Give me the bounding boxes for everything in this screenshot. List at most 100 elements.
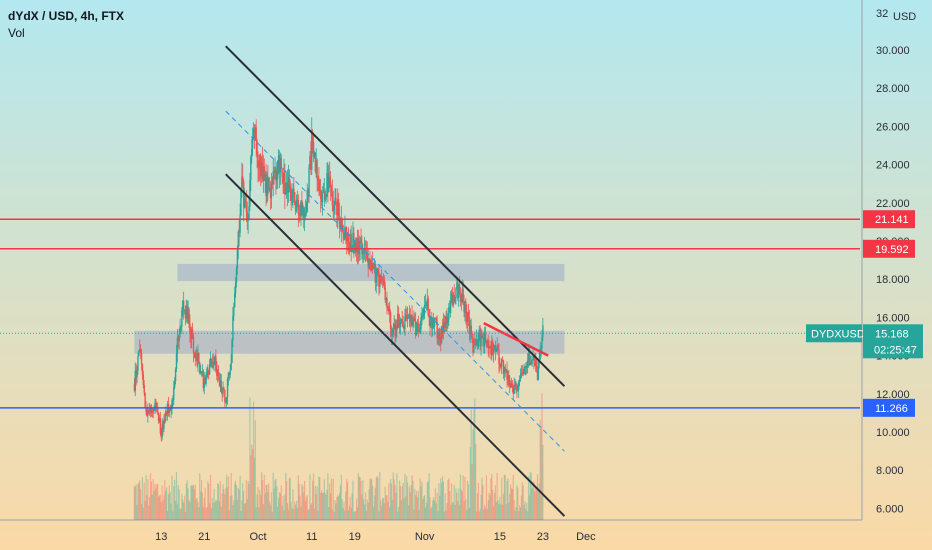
volume-bar: [214, 501, 216, 520]
volume-bar: [414, 488, 416, 520]
volume-bar: [437, 510, 439, 520]
candle: [296, 199, 299, 201]
volume-bar: [285, 472, 287, 520]
volume-bar: [255, 507, 257, 520]
candle: [263, 166, 265, 181]
volume-bar: [293, 508, 295, 520]
volume-bar: [339, 485, 342, 520]
candle: [376, 268, 378, 275]
candle: [353, 232, 355, 253]
volume-bar: [278, 492, 281, 520]
volume-bar: [425, 502, 428, 520]
candle: [366, 253, 368, 258]
candle: [397, 313, 399, 328]
volume-bar: [495, 501, 497, 520]
volume-bar: [217, 484, 220, 520]
volume-bar: [527, 476, 530, 520]
candle: [294, 192, 296, 206]
volume-bar: [274, 480, 276, 520]
candle: [332, 205, 334, 212]
candle: [191, 329, 194, 337]
volume-bar: [373, 495, 376, 520]
candle: [295, 199, 298, 211]
volume-bar: [238, 489, 240, 520]
volume-bar: [258, 507, 260, 520]
candle: [464, 301, 466, 313]
candle: [153, 406, 155, 412]
volume-bar: [458, 488, 460, 520]
volume-bar: [260, 472, 263, 520]
candle: [412, 319, 414, 326]
volume-bar: [333, 511, 335, 520]
candle: [517, 381, 520, 391]
volume-bar: [257, 487, 259, 520]
candle: [241, 176, 243, 190]
volume-bar: [139, 480, 141, 520]
candle: [364, 249, 367, 253]
volume-bar: [192, 485, 194, 520]
candle: [535, 361, 538, 370]
volume-bar: [480, 494, 482, 520]
volume-bar: [493, 506, 495, 520]
volume-bar: [315, 493, 317, 520]
volume-bar: [294, 501, 296, 520]
volume-bar: [256, 494, 258, 520]
volume-bar: [280, 485, 282, 520]
volume-bar: [298, 483, 300, 520]
candle: [474, 341, 477, 345]
candle: [278, 155, 281, 173]
volume-bar: [147, 479, 149, 520]
candle: [158, 418, 161, 422]
candle: [463, 304, 465, 313]
volume-bar: [155, 488, 157, 520]
volume-bar: [432, 500, 434, 520]
candle: [509, 382, 512, 388]
candle: [310, 156, 312, 170]
candle: [404, 316, 406, 330]
candle: [466, 311, 469, 323]
volume-bar: [302, 485, 304, 520]
volume-bar: [166, 487, 168, 520]
candle: [457, 282, 459, 298]
candle: [216, 371, 219, 376]
volume-bar: [134, 486, 136, 520]
volume-bar: [212, 502, 214, 520]
volume-bar: [183, 495, 186, 520]
volume-bar: [407, 482, 409, 520]
candle: [461, 288, 463, 298]
candle: [269, 191, 272, 199]
volume-bar: [390, 483, 393, 520]
volume-bar: [374, 487, 376, 520]
candle: [146, 411, 148, 417]
volume-bar: [350, 507, 352, 520]
price-label-text: 11.266: [875, 403, 908, 415]
price-label-text: 21.141: [875, 214, 909, 226]
volume-bar: [331, 509, 333, 520]
candle: [234, 293, 236, 308]
candle: [145, 406, 147, 412]
volume-bar: [229, 496, 231, 520]
candle: [415, 327, 418, 336]
candle: [471, 334, 473, 341]
volume-bar: [429, 497, 431, 520]
candle: [305, 211, 308, 214]
volume-bar: [226, 474, 228, 520]
volume-bar: [365, 510, 367, 520]
volume-bar: [222, 484, 224, 520]
candle: [231, 340, 233, 363]
candle: [437, 332, 439, 339]
volume-bar: [217, 482, 219, 520]
candle: [336, 203, 338, 216]
candle: [358, 247, 360, 255]
volume-indicator-label: Vol: [8, 26, 25, 40]
volume-bar: [401, 486, 403, 520]
y-tick-label: 24.000: [876, 160, 910, 172]
candle: [251, 148, 253, 157]
volume-bar: [358, 476, 360, 520]
candle: [168, 407, 171, 414]
volume-bar: [149, 473, 152, 520]
volume-bar: [299, 495, 301, 520]
candle: [456, 282, 458, 289]
